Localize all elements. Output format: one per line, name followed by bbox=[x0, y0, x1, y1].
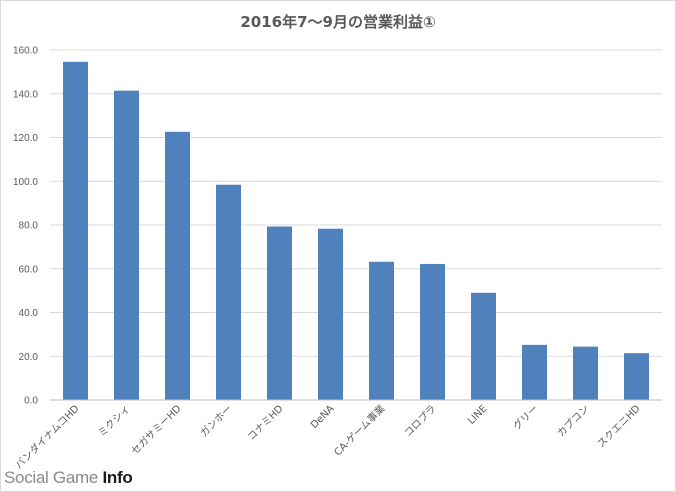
x-tick-label: コロプラ bbox=[402, 403, 439, 440]
chart-title: 2016年7～9月の営業利益① bbox=[240, 13, 435, 31]
x-tick-label: スクエニHD bbox=[595, 402, 643, 450]
bar bbox=[267, 226, 292, 400]
y-tick-label: 0.0 bbox=[24, 396, 38, 407]
bar bbox=[471, 292, 496, 400]
bar bbox=[369, 261, 394, 400]
bar bbox=[420, 263, 445, 400]
watermark-logo: Social Game Info bbox=[4, 468, 133, 488]
bar bbox=[624, 353, 649, 400]
x-tick-label: ガンホー bbox=[198, 403, 235, 440]
y-tick-label: 140.0 bbox=[13, 89, 38, 100]
y-tick-label: 20.0 bbox=[19, 352, 39, 363]
y-tick-label: 160.0 bbox=[13, 46, 38, 57]
bar bbox=[114, 90, 139, 400]
y-tick-label: 60.0 bbox=[19, 264, 39, 275]
watermark-suffix: Info bbox=[102, 468, 133, 487]
bar bbox=[63, 61, 88, 400]
x-tick-label: DeNA bbox=[309, 403, 337, 431]
bar bbox=[165, 131, 190, 400]
bar bbox=[318, 228, 343, 400]
x-tick-label: カプコン bbox=[555, 403, 592, 440]
bar bbox=[522, 344, 547, 400]
x-tick-label: コナミHD bbox=[245, 402, 286, 443]
y-tick-label: 40.0 bbox=[19, 308, 39, 319]
y-tick-label: 120.0 bbox=[13, 133, 38, 144]
x-tick-label: グリー bbox=[510, 402, 540, 432]
x-tick-label: CA-ゲーム事業 bbox=[331, 402, 388, 459]
bar bbox=[216, 184, 241, 400]
bar bbox=[573, 346, 598, 400]
x-tick-label: ミクシィ bbox=[96, 403, 133, 440]
watermark-prefix: Social Game bbox=[4, 468, 103, 487]
x-tick-label: セガサミーHD bbox=[129, 402, 184, 457]
y-tick-label: 80.0 bbox=[19, 221, 39, 232]
y-tick-label: 100.0 bbox=[13, 177, 38, 188]
x-tick-label: LINE bbox=[466, 403, 490, 427]
x-tick-label: バンダイナムコHD bbox=[12, 402, 82, 472]
